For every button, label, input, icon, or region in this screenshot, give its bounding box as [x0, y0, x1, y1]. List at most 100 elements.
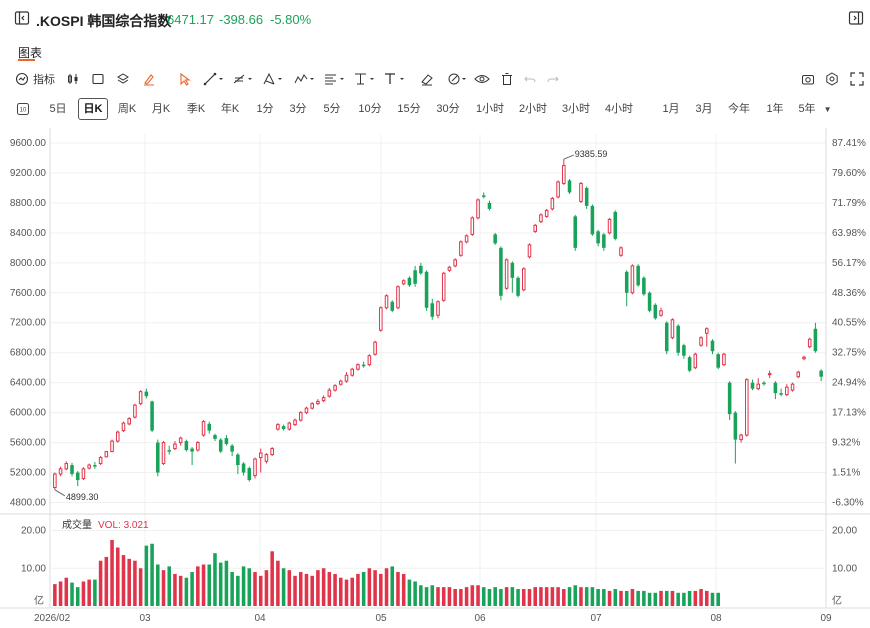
- candle-body-up: [396, 286, 400, 309]
- candle-body-up: [562, 164, 566, 184]
- tab-active-underline: [18, 59, 35, 61]
- period-3h[interactable]: 3小时: [561, 103, 591, 115]
- candle-body-up: [270, 448, 274, 456]
- candle-body-up: [321, 397, 326, 402]
- ruler-icon[interactable]: [420, 66, 434, 92]
- candle-body-up: [556, 181, 560, 198]
- annotate-icon[interactable]: [448, 66, 470, 92]
- align-icon[interactable]: [324, 66, 346, 92]
- indicator-button[interactable]: 指标: [15, 66, 55, 92]
- period-30min[interactable]: 30分: [436, 103, 460, 115]
- layers-icon[interactable]: [116, 66, 130, 92]
- period-weekly[interactable]: 周K: [117, 103, 137, 115]
- candle-body-up: [339, 380, 343, 385]
- candle-body-up: [310, 403, 314, 409]
- period-1y[interactable]: 1年: [766, 103, 784, 115]
- x-tick-label: 03: [139, 613, 151, 623]
- candle-body-up: [447, 266, 452, 271]
- period-3min[interactable]: 3分: [289, 103, 307, 115]
- price-change: -398.66: [219, 12, 264, 27]
- period-2h[interactable]: 2小时: [518, 103, 548, 115]
- period-15min[interactable]: 15分: [397, 103, 421, 115]
- candle-body-down: [516, 277, 520, 296]
- candle-body-up: [722, 353, 726, 366]
- candle-type-icon[interactable]: [66, 66, 80, 92]
- x-tick-label: 2026/02: [34, 613, 71, 623]
- chevron-down-icon: ▼: [823, 105, 832, 114]
- y-tick-left: 8800.00: [10, 198, 47, 209]
- price-change-pct: -5.80%: [270, 12, 312, 27]
- rectangle-icon[interactable]: [91, 66, 105, 92]
- screenshot-icon[interactable]: [801, 66, 815, 92]
- y-tick-left: 7200.00: [10, 318, 47, 329]
- y-tick-left: 5200.00: [10, 468, 47, 479]
- period-10min[interactable]: 10分: [358, 103, 382, 115]
- candle-body-down: [710, 340, 715, 352]
- period-1h[interactable]: 1小时: [475, 103, 505, 115]
- period-5y[interactable]: 5年 ▼: [797, 98, 833, 120]
- volume-bar: [510, 587, 515, 606]
- volume-bar: [687, 590, 692, 606]
- fib-icon[interactable]: [232, 66, 254, 92]
- candle-body-up: [790, 383, 795, 391]
- period-5y-label: 5年: [798, 103, 816, 115]
- candle-body-up: [81, 468, 86, 480]
- undo-icon[interactable]: [523, 66, 537, 92]
- candle-body-up: [401, 280, 406, 285]
- y-tick-left: 6400.00: [10, 378, 47, 389]
- period-daily[interactable]: 日K: [78, 98, 108, 120]
- candle-body-down: [70, 465, 74, 475]
- candle-body-down: [167, 450, 172, 452]
- fullscreen-icon[interactable]: [850, 66, 864, 92]
- volume-bar: [196, 566, 200, 606]
- y-tick-left: 6000.00: [10, 408, 47, 419]
- period-1min[interactable]: 1分: [256, 103, 274, 115]
- brush-icon[interactable]: [142, 66, 156, 92]
- chart-area[interactable]: 9600.00 87.41% 9200.00 79.60% 8800.00 71.79% 8…: [0, 128, 870, 624]
- symbol-title: .KOSPI 韩国综合指数: [36, 13, 172, 29]
- candle-body-down: [230, 445, 234, 452]
- candle-body-down: [762, 382, 766, 385]
- candle-body-down: [819, 370, 823, 377]
- volume-bar: [670, 590, 675, 606]
- measure-icon[interactable]: [354, 66, 376, 92]
- tab-chart[interactable]: 图表: [18, 46, 43, 60]
- text-icon[interactable]: [384, 66, 406, 92]
- volume-bar: [110, 539, 114, 606]
- volume-bar: [567, 587, 572, 606]
- settings-icon[interactable]: [825, 66, 839, 92]
- sidebar-toggle-icon[interactable]: [14, 10, 30, 26]
- volume-bar: [173, 573, 177, 606]
- period-5d[interactable]: 5日: [49, 103, 67, 115]
- expand-panel-icon[interactable]: [848, 10, 864, 26]
- candle-body-up: [293, 419, 297, 426]
- candle-body-up: [161, 442, 166, 465]
- volume-bar: [207, 564, 212, 606]
- candle-body-up: [579, 182, 583, 202]
- period-1mo[interactable]: 1月: [662, 103, 680, 115]
- volume-bar: [115, 547, 120, 606]
- triangle-icon[interactable]: [262, 66, 284, 92]
- redo-icon[interactable]: [546, 66, 560, 92]
- period-yearly[interactable]: 年K: [220, 103, 240, 115]
- candle-body-down: [647, 292, 652, 311]
- pattern-icon[interactable]: [294, 66, 316, 92]
- period-ytd[interactable]: 今年: [728, 103, 750, 115]
- volume-bar: [481, 587, 486, 606]
- candle-body-up: [327, 389, 332, 397]
- candle-body-down: [567, 180, 572, 193]
- trend-line-icon[interactable]: [203, 66, 225, 92]
- period-5min[interactable]: 5分: [323, 103, 341, 115]
- candle-body-down: [424, 271, 429, 308]
- period-monthly[interactable]: 月K: [151, 103, 171, 115]
- period-4h[interactable]: 4小时: [604, 103, 634, 115]
- volume-bar: [81, 581, 86, 606]
- eye-icon[interactable]: [474, 66, 490, 92]
- trash-icon[interactable]: [500, 66, 514, 92]
- period-quarterly[interactable]: 季K: [186, 103, 206, 115]
- period-3mo[interactable]: 3月: [695, 103, 713, 115]
- period-collapse-icon[interactable]: 10: [15, 98, 31, 120]
- candle-body-down: [590, 205, 595, 235]
- volume-bar: [624, 590, 629, 606]
- cursor-icon[interactable]: [178, 66, 192, 92]
